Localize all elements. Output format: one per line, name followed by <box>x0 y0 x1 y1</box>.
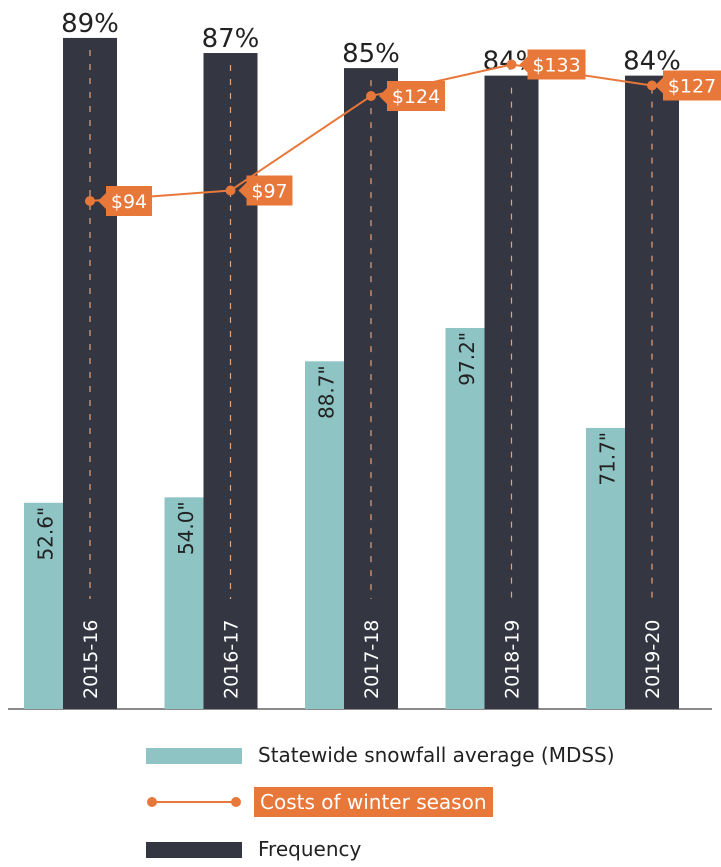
chart-plot: 89% 2015-16 52.6" 87% 2016-17 54.0" 85% 2017-18… <box>8 9 721 710</box>
legend-swatch-cost <box>147 797 241 807</box>
snowfall-bar-2015-16 <box>24 502 65 709</box>
cost-label-pointer-2015-16 <box>98 193 106 209</box>
snowfall-bar-2019-20 <box>586 427 627 709</box>
cost-label-box-2017-18 <box>387 81 445 111</box>
legend-swatch-snowfall <box>146 748 242 764</box>
snowfall-label-2015-16: 52.6" <box>34 507 58 561</box>
frequency-label-2015-16: 89% <box>61 9 119 39</box>
cost-label-pointer-2019-20 <box>655 77 663 94</box>
x-tick-label-2018-19: 2018-19 <box>502 620 524 699</box>
cost-label-2015-16: $94 <box>111 191 147 213</box>
frequency-bar-2016-17 <box>203 53 258 709</box>
snowfall-label-2016-17: 54.0" <box>174 501 198 555</box>
cost-point-2016-17 <box>225 185 236 196</box>
cost-label-2017-18: $124 <box>392 86 440 108</box>
x-tick-label-2015-16: 2015-16 <box>80 620 102 699</box>
cost-point-2018-19 <box>506 59 517 70</box>
snowfall-bar-2016-17 <box>164 497 206 709</box>
snowfall-label-2018-19: 97.2" <box>455 332 479 386</box>
legend-label-frequency: Frequency <box>258 837 362 861</box>
cost-label-box-2016-17 <box>246 175 293 206</box>
cost-label-2018-19: $133 <box>532 55 580 77</box>
cost-label-pointer-2018-19 <box>519 56 528 73</box>
frequency-bar-2018-19 <box>484 75 539 709</box>
cost-label-2016-17: $97 <box>251 181 287 203</box>
cost-point-2019-20 <box>647 80 657 91</box>
cost-point-2015-16 <box>85 196 95 206</box>
cost-label-box-2019-20 <box>663 70 721 101</box>
cost-label-2019-20: $127 <box>668 76 716 98</box>
cost-point-2017-18 <box>366 91 376 101</box>
cost-label-pointer-2017-18 <box>379 88 387 104</box>
cost-label-pointer-2016-17 <box>238 182 247 199</box>
snowfall-label-2019-20: 71.7" <box>596 432 620 486</box>
legend-label-snowfall: Statewide snowfall average (MDSS) <box>258 743 615 767</box>
frequency-bar-2019-20 <box>625 75 679 709</box>
cost-label-box-2015-16 <box>106 186 152 216</box>
x-tick-label-2017-18: 2017-18 <box>361 620 383 699</box>
legend-label-cost: Costs of winter season <box>254 787 493 817</box>
x-tick-label-2019-20: 2019-20 <box>642 620 664 699</box>
chart-legend: Statewide snowfall average (MDSS) Costs … <box>0 720 721 867</box>
legend-swatch-frequency <box>146 842 242 858</box>
frequency-label-2017-18: 85% <box>342 39 400 69</box>
snowfall-bar-2018-19 <box>445 327 487 709</box>
x-tick-label-2016-17: 2016-17 <box>221 620 243 699</box>
cost-label-box-2018-19 <box>527 49 586 80</box>
snowfall-label-2017-18: 88.7" <box>315 365 339 419</box>
snowfall-bar-2017-18 <box>305 361 346 709</box>
frequency-label-2016-17: 87% <box>202 24 260 54</box>
